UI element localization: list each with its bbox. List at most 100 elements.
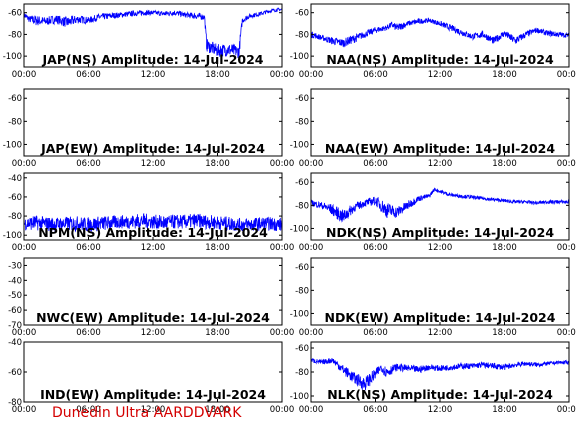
plot-panel: -100 -80 -60 00:00 06:00 12:00 18:00 00:00NAA(N… [290,3,576,80]
x-tick-label: 18:00 [205,159,230,169]
x-tick-label: 06:00 [363,405,388,415]
x-tick-label: 12:00 [141,70,166,80]
y-tick-label: -80 [295,286,309,296]
x-tick-label: 06:00 [76,70,101,80]
y-tick-label: -60 [295,263,309,273]
plot-panel: -100 -80 -60 00:00 06:00 12:00 18:00 00:00NDK(N… [290,172,576,253]
x-tick-label: 12:00 [141,159,166,169]
x-tick-label: 00:00 [270,159,295,169]
plot-panel: -100 -80 -60 00:00 06:00 12:00 18:00 00:00 JAP(N… [3,3,295,80]
x-tick-label: 12:00 [141,405,166,415]
y-tick-label: -80 [8,398,22,408]
plot-panel: -100 -80 -60 00:00 06:00 12:00 18:00 00:00NDK(E… [290,257,576,338]
x-tick-label: 06:00 [363,70,388,80]
y-tick-label: -60 [8,306,22,316]
panel-title: NDK(NS) Amplitude: 14-Jul-2024 [326,225,554,240]
x-tick-label: 06:00 [363,328,388,338]
x-tick-label: 12:00 [141,328,166,338]
amplitude-trace [24,7,282,59]
y-tick-label: -100 [3,231,22,241]
x-tick-label: 00:00 [270,328,295,338]
panel-title: IND(EW) Amplitude: 14-Jul-2024 [40,387,266,402]
x-tick-label: 12:00 [428,70,453,80]
y-tick-label: -60 [295,94,309,104]
y-tick-label: -100 [290,52,309,62]
panel-title: NWC(EW) Amplitude: 14-Jul-2024 [36,310,270,325]
y-tick-label: -100 [3,140,22,150]
x-tick-label: 18:00 [492,70,517,80]
x-tick-label: 18:00 [205,70,230,80]
footer-credit: Dunedin Ultra AARDDVARK [52,405,242,421]
x-tick-label: 00:00 [12,328,37,338]
amplitude-trace [311,17,569,48]
plot-panel: -100-80-6000:0006:0012:0018:0000:00NLK(N… [290,341,576,415]
panel-title: JAP(NS) Amplitude: 14-Jul-2024 [42,52,264,67]
x-tick-label: 18:00 [492,328,517,338]
panel-title: NAA(EW) Amplitude: 14-Jul-2024 [325,141,555,156]
x-tick-label: 18:00 [205,328,230,338]
plot-panel: -100 -80 -60 00:00 06:00 12:00 18:00 00:00NAA(E… [290,88,576,169]
x-tick-label: 00:00 [557,243,576,253]
y-tick-label: -100 [3,52,22,62]
x-tick-label: 18:00 [492,405,517,415]
amplitude-trace [24,213,282,233]
x-tick-label: 00:00 [557,328,576,338]
x-tick-label: 00:00 [270,405,295,415]
x-tick-label: 00:00 [557,70,576,80]
x-tick-label: 00:00 [12,243,37,253]
x-tick-label: 06:00 [76,328,101,338]
y-tick-label: -70 [8,321,22,331]
x-tick-label: 12:00 [428,405,453,415]
x-tick-label: 00:00 [299,159,324,169]
y-tick-label: -40 [8,338,22,348]
x-tick-label: 00:00 [270,243,295,253]
x-tick-label: 18:00 [205,243,230,253]
y-tick-label: -50 [8,291,22,301]
x-tick-label: 06:00 [76,243,101,253]
y-tick-label: -80 [8,212,22,222]
x-tick-label: 00:00 [557,405,576,415]
x-tick-label: 00:00 [270,70,295,80]
panel-title: NDK(EW) Amplitude: 14-Jul-2024 [325,310,556,325]
amplitude-trace [311,357,569,391]
x-tick-label: 00:00 [299,70,324,80]
amplitude-trace [311,187,569,223]
y-tick-label: -60 [8,368,22,378]
panel-title: NAA(NS) Amplitude: 14-Jul-2024 [326,52,554,67]
x-tick-label: 00:00 [299,405,324,415]
y-tick-label: -60 [8,193,22,203]
y-tick-label: -30 [8,261,22,271]
y-tick-label: -80 [295,30,309,40]
y-tick-label: -80 [8,117,22,127]
y-tick-label: -100 [290,224,309,234]
x-tick-label: 06:00 [76,405,101,415]
y-tick-label: -100 [290,140,309,150]
panel-title: NLK(NS) Amplitude: 14-Jul-2024 [327,387,553,402]
x-tick-label: 00:00 [299,243,324,253]
x-tick-label: 00:00 [12,159,37,169]
x-tick-label: 12:00 [428,328,453,338]
y-tick-label: -60 [295,344,309,354]
y-tick-label: -80 [8,30,22,40]
y-tick-label: -60 [295,9,309,19]
x-tick-label: 18:00 [492,159,517,169]
plot-panel: -100 -80 -60 -40 00:00 06:00 12:00 18:00 00:00NP… [3,172,295,253]
x-tick-label: 12:00 [141,243,166,253]
x-tick-label: 12:00 [428,243,453,253]
y-tick-label: -40 [8,276,22,286]
x-tick-label: 12:00 [428,159,453,169]
y-tick-label: -100 [290,309,309,319]
y-tick-label: -60 [8,9,22,19]
y-tick-label: -100 [290,392,309,402]
x-tick-label: 18:00 [205,405,230,415]
x-tick-label: 06:00 [76,159,101,169]
x-tick-label: 18:00 [492,243,517,253]
x-tick-label: 00:00 [299,328,324,338]
y-tick-label: -60 [295,178,309,188]
x-tick-label: 00:00 [12,70,37,80]
y-tick-label: -60 [8,94,22,104]
y-tick-label: -80 [295,368,309,378]
